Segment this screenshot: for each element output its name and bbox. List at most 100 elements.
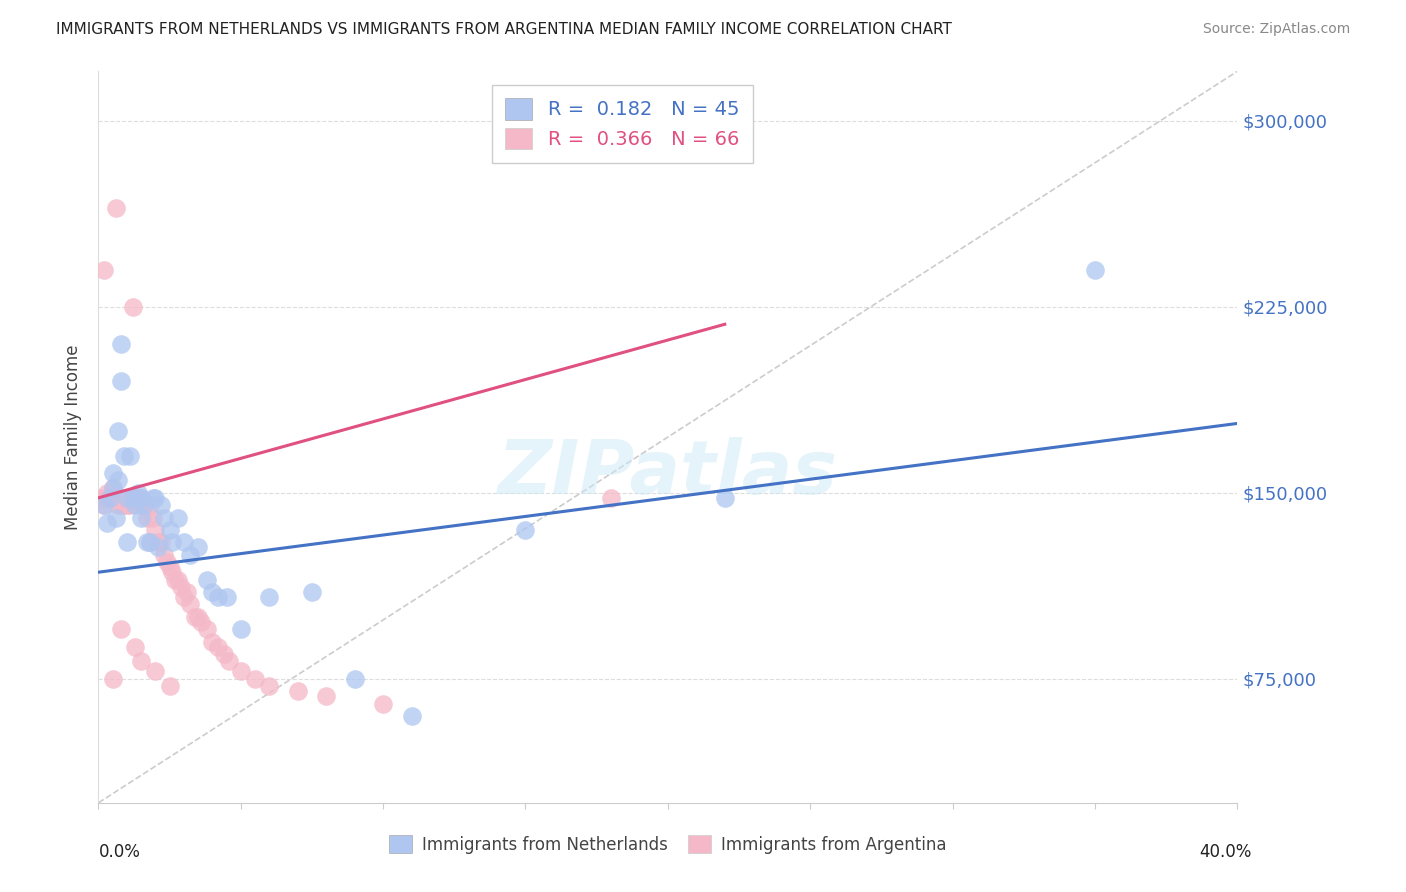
Point bbox=[343, 672, 366, 686]
Point bbox=[215, 590, 238, 604]
Point bbox=[107, 498, 129, 512]
Point bbox=[101, 491, 124, 505]
Point bbox=[98, 491, 121, 505]
Point bbox=[101, 672, 124, 686]
Point bbox=[101, 481, 124, 495]
Point bbox=[121, 491, 143, 505]
Point bbox=[138, 498, 160, 512]
Point bbox=[243, 672, 266, 686]
Point bbox=[153, 510, 176, 524]
Point bbox=[104, 491, 127, 505]
Point bbox=[112, 498, 135, 512]
Point bbox=[107, 474, 129, 488]
Point bbox=[124, 498, 146, 512]
Point bbox=[124, 640, 146, 654]
Point bbox=[110, 374, 132, 388]
Legend: Immigrants from Netherlands, Immigrants from Argentina: Immigrants from Netherlands, Immigrants … bbox=[382, 829, 953, 860]
Point bbox=[159, 523, 181, 537]
Point bbox=[1084, 262, 1107, 277]
Point bbox=[153, 548, 176, 562]
Point bbox=[150, 498, 173, 512]
Point bbox=[145, 491, 167, 505]
Point bbox=[132, 498, 155, 512]
Point bbox=[218, 655, 240, 669]
Y-axis label: Median Family Income: Median Family Income bbox=[65, 344, 83, 530]
Point bbox=[187, 541, 209, 555]
Text: 40.0%: 40.0% bbox=[1199, 843, 1251, 861]
Point bbox=[145, 665, 167, 679]
Point bbox=[118, 491, 141, 505]
Point bbox=[98, 491, 121, 505]
Point bbox=[201, 634, 224, 648]
Point bbox=[287, 684, 309, 698]
Point bbox=[159, 560, 181, 574]
Point bbox=[187, 610, 209, 624]
Point bbox=[93, 498, 115, 512]
Point bbox=[104, 201, 127, 215]
Point bbox=[107, 491, 129, 505]
Point bbox=[156, 555, 179, 569]
Point bbox=[110, 498, 132, 512]
Point bbox=[96, 491, 118, 505]
Text: Source: ZipAtlas.com: Source: ZipAtlas.com bbox=[1202, 22, 1350, 37]
Point bbox=[93, 498, 115, 512]
Point bbox=[190, 615, 212, 629]
Point bbox=[112, 491, 135, 505]
Point bbox=[118, 449, 141, 463]
Point bbox=[148, 541, 170, 555]
Point bbox=[90, 491, 112, 505]
Point bbox=[129, 498, 152, 512]
Point bbox=[129, 491, 152, 505]
Point bbox=[121, 491, 143, 505]
Point bbox=[159, 679, 181, 693]
Point bbox=[93, 262, 115, 277]
Point bbox=[110, 622, 132, 636]
Point bbox=[259, 590, 281, 604]
Point bbox=[101, 466, 124, 480]
Point bbox=[515, 523, 537, 537]
Point bbox=[138, 535, 160, 549]
Point bbox=[229, 622, 252, 636]
Point bbox=[129, 491, 152, 505]
Point bbox=[129, 510, 152, 524]
Point bbox=[138, 535, 160, 549]
Point bbox=[373, 697, 395, 711]
Point bbox=[301, 585, 323, 599]
Point bbox=[195, 622, 218, 636]
Point bbox=[101, 481, 124, 495]
Point bbox=[150, 535, 173, 549]
Point bbox=[115, 498, 138, 512]
Point bbox=[121, 300, 143, 314]
Point bbox=[212, 647, 235, 661]
Text: ZIPatlas: ZIPatlas bbox=[498, 437, 838, 510]
Text: IMMIGRANTS FROM NETHERLANDS VS IMMIGRANTS FROM ARGENTINA MEDIAN FAMILY INCOME CO: IMMIGRANTS FROM NETHERLANDS VS IMMIGRANT… bbox=[56, 22, 952, 37]
Point bbox=[207, 590, 229, 604]
Point bbox=[141, 510, 163, 524]
Point bbox=[141, 491, 163, 505]
Point bbox=[184, 610, 207, 624]
Point bbox=[127, 491, 149, 505]
Point bbox=[132, 498, 155, 512]
Point bbox=[110, 491, 132, 505]
Point bbox=[135, 510, 157, 524]
Point bbox=[259, 679, 281, 693]
Point bbox=[167, 573, 190, 587]
Point bbox=[179, 548, 201, 562]
Point bbox=[118, 498, 141, 512]
Point bbox=[96, 516, 118, 530]
Point bbox=[145, 523, 167, 537]
Point bbox=[115, 535, 138, 549]
Point bbox=[401, 709, 423, 723]
Point bbox=[165, 573, 187, 587]
Point bbox=[201, 585, 224, 599]
Text: 0.0%: 0.0% bbox=[98, 843, 141, 861]
Point bbox=[207, 640, 229, 654]
Point bbox=[127, 486, 149, 500]
Point bbox=[112, 449, 135, 463]
Point bbox=[124, 491, 146, 505]
Point bbox=[115, 491, 138, 505]
Point bbox=[104, 510, 127, 524]
Point bbox=[714, 491, 737, 505]
Point bbox=[170, 580, 193, 594]
Point bbox=[110, 337, 132, 351]
